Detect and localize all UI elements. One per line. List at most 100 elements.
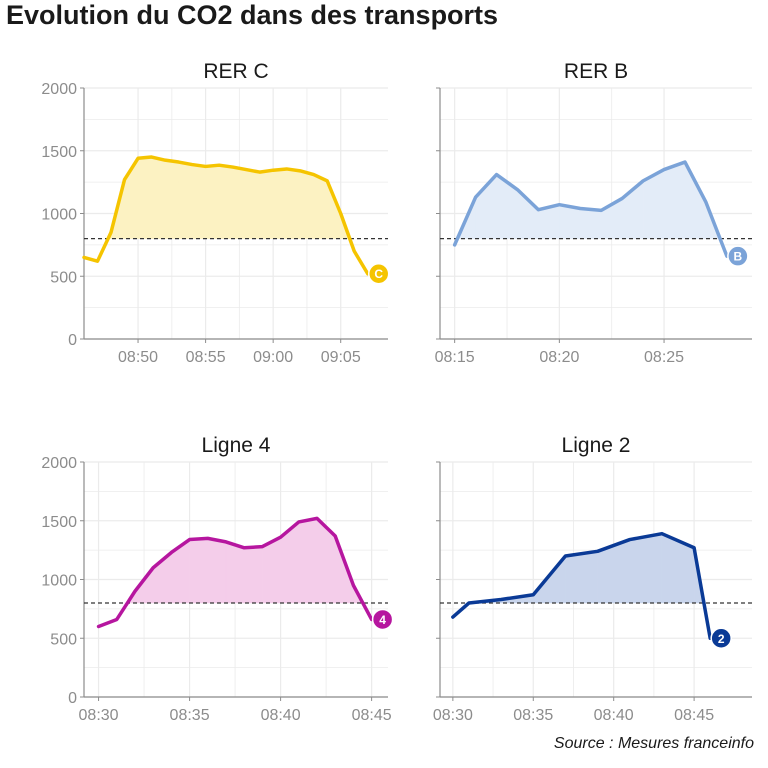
data-point (537, 208, 540, 211)
y-tick-label: 500 (50, 269, 77, 286)
data-point (285, 167, 288, 170)
badge-label: 2 (718, 632, 725, 646)
data-point (123, 178, 126, 181)
area-segment (580, 208, 602, 239)
panel-rer-b: 08:15 08:20 08:25 RER B B (435, 60, 752, 366)
series-line-rer-b (452, 160, 729, 258)
data-point (451, 616, 454, 619)
panel-ligne-2: 08:30 08:35 08:40 08:45 Ligne 2 2 (433, 434, 752, 724)
data-point (218, 164, 221, 167)
badge-circle (710, 627, 732, 649)
y-tick-label: 500 (50, 631, 77, 648)
area-segment (259, 169, 274, 239)
area-segment (218, 164, 233, 239)
area-segment (299, 170, 314, 239)
panel-ligne-4: 0 500 1000 1500 2000 08:30 08:35 08:40 08:45 Lign… (41, 434, 394, 724)
y-tick-label: 2000 (41, 455, 77, 472)
panel-title-rer-b: RER B (564, 60, 628, 83)
data-point (704, 201, 707, 204)
area-segment (191, 164, 206, 239)
data-point (164, 159, 167, 162)
data-point (261, 545, 264, 548)
panel-title-ligne-4: Ligne 4 (202, 434, 271, 457)
area-segment (207, 538, 227, 604)
x-tick-label: 09:05 (321, 349, 361, 366)
data-point (110, 231, 113, 234)
area-segment (164, 159, 179, 239)
x-tick-label: 08:40 (261, 707, 301, 724)
area-segment (137, 156, 152, 239)
data-point (334, 535, 337, 538)
data-point (115, 618, 118, 621)
y-tick-label: 1000 (41, 207, 77, 224)
badge-label: C (374, 267, 383, 281)
data-point (137, 157, 140, 160)
data-point (96, 260, 99, 263)
data-point (467, 602, 470, 605)
data-point (495, 173, 498, 176)
badge-circle (367, 262, 390, 285)
line-badge-rer-b: B (727, 245, 749, 267)
data-point (532, 593, 535, 596)
data-point (152, 566, 155, 569)
x-tick-label: 08:40 (594, 707, 634, 724)
x-tick-label: 08:30 (79, 707, 119, 724)
series-line-rer-c (82, 155, 370, 276)
line-badge-ligne-4: 4 (371, 608, 394, 631)
area-segment (313, 174, 328, 239)
line-badge-ligne-2: 2 (710, 627, 732, 649)
area-segment (298, 518, 318, 604)
line-badge-rer-c: C (367, 262, 390, 285)
data-point (243, 546, 246, 549)
data-point (204, 165, 207, 168)
x-tick-label: 08:20 (539, 349, 579, 366)
x-tick-label: 08:45 (352, 707, 392, 724)
data-point (245, 168, 248, 171)
data-point (516, 188, 519, 191)
data-point (258, 171, 261, 174)
x-tick-label: 08:25 (644, 349, 684, 366)
area-segment (272, 168, 287, 239)
x-tick-label: 08:55 (186, 349, 226, 366)
data-point (272, 169, 275, 172)
x-tick-label: 08:35 (170, 707, 210, 724)
data-point (133, 590, 136, 593)
y-tick-label: 2000 (41, 81, 77, 98)
area-segment (663, 161, 686, 239)
data-point (191, 163, 194, 166)
area-segment (243, 546, 263, 604)
badge-label: 4 (379, 613, 386, 627)
data-point (97, 625, 100, 628)
data-point (206, 537, 209, 540)
area-segment (151, 156, 166, 239)
x-tick-label: 09:00 (253, 349, 293, 366)
data-point (596, 550, 599, 553)
data-point (170, 551, 173, 554)
area-segment (684, 161, 707, 239)
data-point (453, 243, 456, 246)
data-point (150, 156, 153, 159)
area-segment (286, 168, 301, 239)
y-tick-label: 1500 (41, 514, 77, 531)
data-point (600, 209, 603, 212)
panel-title-ligne-2: Ligne 2 (562, 434, 631, 457)
area-segment (565, 551, 598, 604)
area-segment (205, 164, 220, 239)
area-segment (517, 189, 539, 239)
data-point (500, 598, 503, 601)
y-tick-label: 0 (68, 690, 77, 707)
y-tick-label: 1500 (41, 144, 77, 161)
data-point (621, 197, 624, 200)
area-segment (245, 169, 260, 239)
area-segment (559, 204, 581, 239)
data-point (474, 196, 477, 199)
data-point (326, 179, 329, 182)
x-tick-label: 08:45 (674, 707, 714, 724)
area-segment (189, 538, 209, 604)
axes-rer-b: 08:15 08:20 08:25 (435, 87, 752, 366)
data-point (231, 166, 234, 169)
y-tick-label: 0 (68, 332, 77, 349)
panel-rer-c: 0 500 1000 1500 2000 08:50 08:55 09:00 09:05 RER … (41, 60, 390, 366)
data-point (660, 532, 663, 535)
